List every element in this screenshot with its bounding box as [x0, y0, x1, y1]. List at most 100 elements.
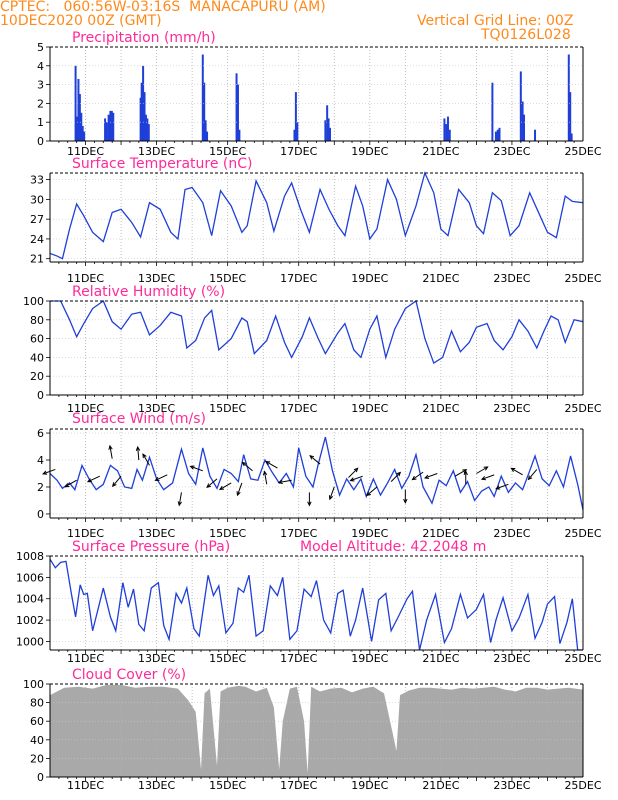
- precip-bar: [534, 129, 537, 141]
- wind-y-tick-label: 4: [37, 454, 44, 467]
- cloud-cover-x-tick-label: 25DEC: [564, 779, 601, 792]
- wind-x-tick-label: 13DEC: [138, 527, 175, 540]
- wind-arrow: [64, 479, 77, 488]
- wind-arrow: [349, 475, 363, 482]
- precipitation-x-tick-label: 19DEC: [351, 145, 388, 158]
- wind-x-tick-label: 23DEC: [493, 527, 530, 540]
- wind-arrow: [154, 474, 168, 481]
- cloud-cover-title: Cloud Cover (%): [72, 667, 186, 683]
- cloud-cover-y-tick-label: 100: [23, 678, 44, 691]
- wind-arrow: [241, 461, 253, 472]
- temperature-x-tick-label: 23DEC: [493, 272, 530, 285]
- pressure-y-tick-label: 1006: [16, 571, 44, 584]
- cloud-cover-x-tick-label: 23DEC: [493, 779, 530, 792]
- temperature-x-tick-label: 25DEC: [564, 272, 601, 285]
- precip-bar: [448, 129, 451, 141]
- wind-arrow: [108, 444, 113, 459]
- pressure-x-tick-label: 15DEC: [209, 652, 246, 665]
- wind-arrow: [206, 478, 218, 488]
- cloud-cover-x-tick-label: 21DEC: [422, 779, 459, 792]
- precip-bar: [326, 105, 329, 141]
- temperature-x-tick-label: 13DEC: [138, 272, 175, 285]
- humidity-y-tick-label: 100: [23, 295, 44, 308]
- header-run-date: 10DEC2020 00Z (GMT): [0, 13, 162, 29]
- wind-x-tick-label: 15DEC: [209, 527, 246, 540]
- wind-arrow: [309, 454, 321, 465]
- cloud-cover-x-tick-label: 11DEC: [67, 779, 104, 792]
- wind-x-tick-label: 21DEC: [422, 527, 459, 540]
- precipitation-x-tick-label: 13DEC: [138, 145, 175, 158]
- precip-bar: [498, 127, 501, 141]
- temperature-y-tick-label: 24: [30, 233, 44, 246]
- humidity-y-tick-label: 40: [30, 351, 44, 364]
- wind-x-tick-label: 17DEC: [280, 527, 317, 540]
- precip-bar: [235, 73, 238, 141]
- precip-bar: [140, 82, 143, 141]
- wind-arrow: [262, 470, 268, 485]
- cloud-cover-x-tick-label: 17DEC: [280, 779, 317, 792]
- precip-bar: [105, 122, 108, 141]
- precip-bar: [238, 129, 241, 141]
- wind-arrow: [527, 469, 538, 481]
- humidity-x-tick-label: 21DEC: [422, 402, 459, 415]
- wind-arrow: [480, 474, 495, 481]
- wind-y-tick-label: 2: [37, 481, 44, 494]
- humidity-panel: 0 20 40 60 80 100 11DEC 13DEC 15DEC 17DEC 19DEC 21D…: [23, 284, 602, 415]
- wind-arrow: [177, 492, 182, 507]
- precipitation-y-tick-label: 1: [37, 116, 44, 129]
- pressure-y-tick-label: 1004: [16, 593, 44, 606]
- precipitation-x-tick-label: 25DEC: [564, 145, 601, 158]
- precip-bar: [81, 125, 84, 141]
- wind-panel: 0 2 4 6 11DEC 13DEC 15DEC 17DEC 19DEC 21DEC 23DEC 2…: [37, 411, 602, 540]
- wind-arrow: [265, 461, 278, 469]
- cloud-cover-panel: 0 20 40 60 80 100 11DEC 13DEC 15DEC 17DEC 19DEC 21D…: [23, 667, 602, 792]
- precip-bar: [206, 131, 209, 141]
- temperature-x-tick-label: 19DEC: [351, 272, 388, 285]
- wind-arrow: [495, 483, 509, 490]
- precipitation-x-tick-label: 17DEC: [280, 145, 317, 158]
- wind-y-tick-label: 0: [37, 508, 44, 521]
- wind-arrow: [366, 486, 378, 497]
- humidity-x-tick-label: 11DEC: [67, 402, 104, 415]
- wind-arrow: [142, 453, 150, 466]
- cloud-cover-y-tick-label: 40: [30, 734, 44, 747]
- wind-arrow: [42, 468, 56, 475]
- precip-bar: [83, 131, 86, 141]
- cloud-cover-y-tick-label: 20: [30, 752, 44, 765]
- cloud-cover-area: [50, 684, 583, 777]
- humidity-x-tick-label: 13DEC: [138, 402, 175, 415]
- wind-arrow: [403, 489, 408, 504]
- cloud-cover-y-tick-label: 80: [30, 697, 44, 710]
- humidity-y-tick-label: 60: [30, 333, 44, 346]
- pressure-model-altitude: Model Altitude: 42.2048 m: [300, 539, 486, 555]
- pressure-x-tick-label: 17DEC: [280, 652, 317, 665]
- precip-bar: [147, 124, 150, 141]
- temperature-x-tick-label: 21DEC: [422, 272, 459, 285]
- cloud-cover-x-tick-label: 13DEC: [138, 779, 175, 792]
- precip-bar: [74, 65, 77, 141]
- humidity-x-tick-label: 15DEC: [209, 402, 246, 415]
- temperature-series-line: [49, 171, 584, 260]
- pressure-x-tick-label: 11DEC: [67, 652, 104, 665]
- precip-bar: [570, 133, 573, 141]
- precip-bar: [496, 129, 499, 141]
- precip-bar: [109, 110, 112, 141]
- precip-bar: [146, 118, 149, 141]
- wind-series-line: [49, 436, 584, 511]
- pressure-panel: 1000 1002 1004 1006 1008 11DEC 13DEC 15DEC 17DEC…: [16, 539, 602, 665]
- header-model-code: TQ0126L028: [481, 27, 571, 43]
- temperature-y-tick-label: 21: [30, 253, 44, 266]
- precip-bar: [324, 120, 327, 141]
- cloud-cover-y-tick-label: 60: [30, 715, 44, 728]
- precip-bar: [294, 92, 297, 141]
- wind-arrow: [135, 445, 141, 461]
- precip-bar: [112, 112, 115, 141]
- precip-bar: [204, 120, 207, 141]
- precip-bar: [77, 78, 80, 141]
- wind-x-tick-label: 19DEC: [351, 527, 388, 540]
- precip-bar: [569, 92, 572, 141]
- wind-arrow: [424, 473, 438, 479]
- temperature-y-tick-label: 33: [30, 174, 44, 187]
- precip-bar: [491, 82, 494, 141]
- precip-bar: [78, 94, 81, 141]
